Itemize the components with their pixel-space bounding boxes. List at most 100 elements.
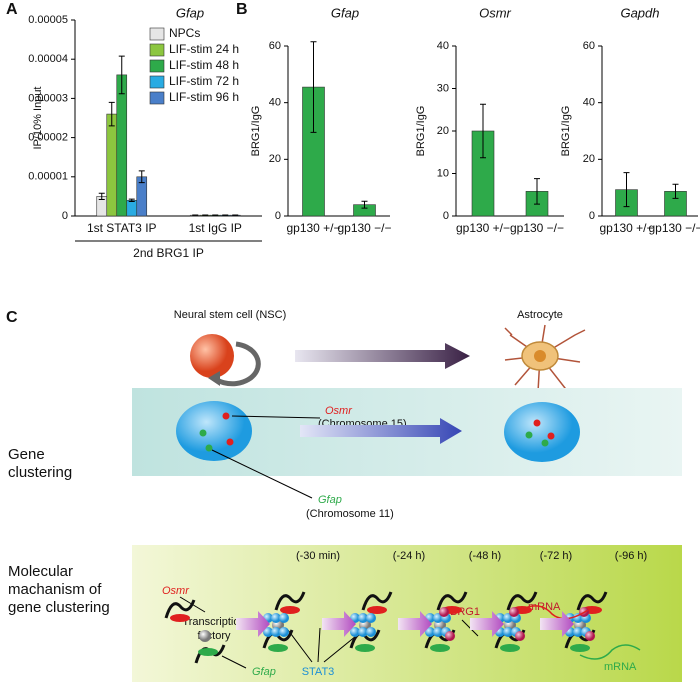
bar — [106, 113, 118, 217]
stat3-label: STAT3 — [302, 666, 335, 678]
legend-label: LIF-stim 24 h — [169, 42, 239, 56]
y-tick-label: 20 — [437, 125, 449, 137]
y-tick-label: 0.00003 — [28, 92, 68, 104]
time-label: (-48 h) — [469, 550, 501, 562]
gfap-locus — [199, 429, 207, 437]
time-label: (-96 h) — [615, 550, 647, 562]
y-tick-label: 30 — [437, 82, 449, 94]
sphere — [585, 631, 595, 641]
gfap-locus — [205, 444, 213, 452]
error-bar — [534, 178, 540, 205]
x-tick-label: gp130 +/− — [456, 221, 510, 235]
sphere — [433, 627, 443, 637]
locus — [198, 648, 218, 656]
chart-title: Osmr — [479, 5, 511, 20]
locus — [170, 614, 190, 622]
y-tick-label: 60 — [269, 40, 281, 52]
bar — [116, 74, 128, 217]
locus — [280, 606, 300, 614]
locus — [570, 644, 590, 652]
legend-swatch — [149, 27, 165, 41]
y-axis-label: BRG1/IgG — [560, 106, 572, 157]
sphere — [366, 627, 376, 637]
sphere — [263, 627, 273, 637]
error-bar — [118, 55, 125, 95]
sphere — [279, 627, 289, 637]
gfap-locus — [525, 431, 533, 439]
mrna — [519, 605, 589, 620]
y-tick-label: 20 — [269, 153, 281, 165]
error-bar — [128, 198, 135, 202]
sphere — [199, 630, 211, 642]
y-tick-label: 0 — [62, 210, 68, 222]
osmr-locus — [226, 438, 234, 446]
osmr-label: Osmr — [325, 405, 353, 417]
time-label: (-24 h) — [393, 550, 425, 562]
sphere — [445, 631, 455, 641]
y-tick-label: 0.00002 — [28, 132, 68, 144]
locus — [355, 644, 375, 652]
legend-swatch — [149, 59, 165, 73]
legend-label: LIF-stim 72 h — [169, 74, 239, 88]
mrna-label: mRNA — [528, 601, 561, 613]
error-bar — [98, 192, 105, 201]
step-arrow — [398, 611, 432, 637]
y-axis-label: IP/10% Input — [32, 87, 44, 150]
panel-label: A — [6, 1, 18, 18]
error-bar — [672, 183, 679, 199]
nucleus — [504, 402, 580, 462]
y-tick-label: 40 — [269, 97, 281, 109]
chromatin — [274, 591, 306, 611]
chromatin — [361, 591, 393, 611]
factory-label: Transcription — [182, 616, 245, 628]
locus — [430, 644, 450, 652]
error-bar — [623, 172, 630, 208]
chromatin — [506, 591, 538, 611]
pointer — [231, 415, 321, 419]
side-label: Gene — [8, 446, 45, 463]
sphere — [350, 627, 360, 637]
pointer — [211, 449, 313, 499]
pointer — [221, 655, 247, 669]
step-arrow — [236, 611, 270, 637]
chart-title: Gfap — [331, 5, 359, 20]
y-tick-label: 40 — [437, 40, 449, 52]
sphere — [509, 607, 519, 617]
sphere — [425, 627, 435, 637]
locus — [268, 644, 288, 652]
y-tick-label: 0.00001 — [28, 171, 68, 183]
side-label: Molecular — [8, 563, 73, 580]
chart-title: Gapdh — [620, 5, 659, 20]
chromatin — [436, 591, 468, 611]
error-bar — [480, 103, 486, 159]
y-tick-label: 20 — [583, 153, 595, 165]
x-tick-label: gp130 −/− — [648, 221, 700, 235]
cycle-arrow-head — [208, 371, 220, 386]
x-tick-label: gp130 −/− — [510, 221, 564, 235]
x-tick-label: gp130 +/− — [286, 221, 340, 235]
mrna — [579, 644, 641, 660]
pointer — [323, 635, 357, 663]
group-label: 2nd BRG1 IP — [133, 246, 204, 260]
chromosome-label: (Chromosome 11) — [306, 508, 394, 520]
x-tick-label: gp130 −/− — [337, 221, 391, 235]
step-arrow — [322, 611, 356, 637]
legend-label: LIF-stim 96 h — [169, 90, 239, 104]
y-tick-label: 0 — [443, 210, 449, 222]
chromatin — [576, 591, 608, 611]
step-arrow — [470, 611, 504, 637]
legend-label: LIF-stim 48 h — [169, 58, 239, 72]
osmr-label: Osmr — [162, 585, 190, 597]
cycle-arrow — [212, 341, 261, 387]
sphere — [271, 613, 281, 623]
y-tick-label: 0.00005 — [28, 14, 68, 26]
locus — [367, 606, 387, 614]
legend-swatch — [149, 75, 165, 89]
gfap-locus — [541, 439, 549, 447]
sphere — [503, 627, 513, 637]
nsc-label: Neural stem cell (NSC) — [174, 309, 286, 321]
x-tick-label: 1st STAT3 IP — [87, 221, 157, 235]
clustering-arrow — [300, 418, 462, 444]
diagram: Neural stem cell (NSC) Astrocyte Gene cl… — [8, 309, 682, 682]
